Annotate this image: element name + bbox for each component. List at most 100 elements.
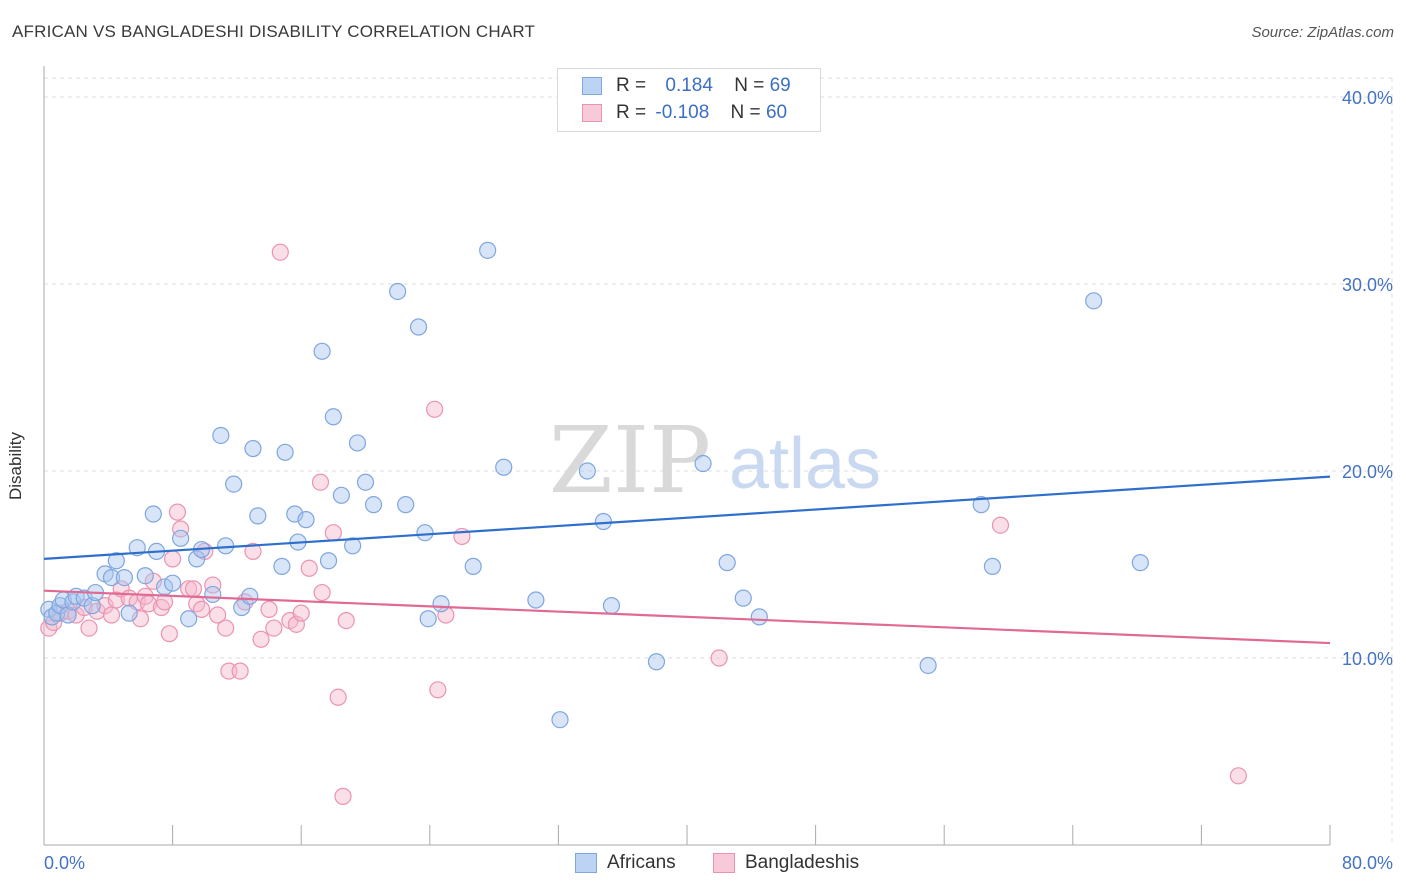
bangladeshi-point xyxy=(164,550,182,568)
african-point xyxy=(319,552,338,570)
african-point xyxy=(172,529,190,547)
african-point xyxy=(225,475,243,493)
bangladeshi-point xyxy=(311,473,330,491)
legend: R = 0.184 N = 69 R = -0.108 N = 60 xyxy=(557,68,821,132)
bottom-legend-swatch-bangladeshis xyxy=(713,853,735,873)
african-point xyxy=(495,458,513,476)
african-point xyxy=(983,557,1002,575)
african-point xyxy=(59,606,77,624)
bangladeshi-point xyxy=(271,243,289,261)
legend-swatch-africans xyxy=(582,77,602,95)
african-point xyxy=(276,443,294,461)
african-point xyxy=(273,557,291,575)
bangladeshi-point xyxy=(426,400,444,418)
african-point xyxy=(694,454,712,473)
bangladeshi-point xyxy=(80,619,98,637)
bangladeshi-point xyxy=(260,600,278,618)
bangladeshi-point xyxy=(40,619,58,637)
african-point xyxy=(244,439,262,458)
african-point xyxy=(479,241,497,259)
african-point xyxy=(241,587,259,605)
axis-ticks: 10.0% 20.0% 30.0% 40.0% 0.0% 80.0% xyxy=(44,88,1393,873)
bottom-legend-label-africans: Africans xyxy=(607,852,676,873)
grid-lines xyxy=(44,77,1393,845)
african-point xyxy=(120,604,138,622)
bangladeshi-point xyxy=(313,583,331,602)
african-point xyxy=(734,589,752,607)
bangladeshi-trend-line xyxy=(43,589,1331,645)
bangladeshi-point xyxy=(152,598,170,617)
bangladeshi-point xyxy=(102,606,121,624)
bangladeshi-point xyxy=(300,559,318,577)
legend-n-value-bangladeshis: 60 xyxy=(765,102,788,123)
chart-title: AFRICAN VS BANGLADESHI DISABILITY CORREL… xyxy=(12,22,536,41)
african-point xyxy=(136,567,154,585)
y-axis-label: Disability xyxy=(6,431,25,500)
african-point xyxy=(212,426,230,445)
y-tick-label: 20.0% xyxy=(1342,462,1393,482)
legend-swatch-bangladeshis xyxy=(582,104,602,122)
african-point xyxy=(102,568,121,587)
african-point xyxy=(115,568,133,587)
african-point xyxy=(594,512,613,531)
african-point xyxy=(332,486,350,504)
african-point xyxy=(464,557,482,575)
bangladeshi-point xyxy=(204,576,222,594)
african-point xyxy=(416,524,434,542)
x-tick-label: 80.0% xyxy=(1342,853,1393,873)
bangladeshi-point xyxy=(710,649,728,667)
african-point xyxy=(313,342,331,360)
bangladeshi-point xyxy=(329,688,347,706)
bangladeshi-point xyxy=(155,593,174,611)
bangladeshi-points xyxy=(40,243,1247,805)
bangladeshi-point xyxy=(324,524,342,542)
axes xyxy=(43,66,1331,846)
y-tick-label: 10.0% xyxy=(1342,649,1393,669)
bangladeshi-point xyxy=(160,625,178,643)
african-point xyxy=(64,593,82,611)
african-point xyxy=(180,610,198,628)
african-point xyxy=(356,473,375,491)
x-tick-label: 0.0% xyxy=(44,853,85,873)
bangladeshi-point xyxy=(991,516,1010,534)
african-point xyxy=(83,597,101,615)
african-point xyxy=(344,537,362,555)
bangladeshi-point xyxy=(1229,767,1247,785)
african-point xyxy=(164,574,182,592)
african-point xyxy=(1085,292,1103,310)
bangladeshi-point xyxy=(334,787,352,805)
african-point xyxy=(647,653,666,671)
trend-lines xyxy=(43,475,1331,645)
african-points xyxy=(40,241,1149,729)
african-point xyxy=(297,511,315,529)
bottom-legend-label-bangladeshis: Bangladeshis xyxy=(745,852,860,873)
african-trend-line xyxy=(43,475,1331,560)
legend-r-label: R = xyxy=(616,75,647,96)
bangladeshi-point xyxy=(184,580,203,598)
bangladeshi-point xyxy=(292,604,310,622)
legend-n-label: N = xyxy=(730,102,761,123)
legend-n-value-africans: 69 xyxy=(769,75,791,96)
african-point xyxy=(527,591,545,609)
african-point xyxy=(972,496,990,514)
bangladeshi-point xyxy=(252,630,270,648)
y-tick-label: 40.0% xyxy=(1342,88,1393,108)
african-point xyxy=(750,608,768,626)
african-point xyxy=(217,537,235,555)
african-point xyxy=(204,585,222,604)
african-point xyxy=(249,507,267,525)
watermark-zip: ZIP xyxy=(549,407,711,514)
bangladeshi-point xyxy=(337,611,355,630)
legend-n-label: N = xyxy=(734,75,765,96)
african-point xyxy=(718,554,736,572)
african-point xyxy=(419,610,437,628)
bangladeshi-point xyxy=(107,591,125,609)
bottom-legend-swatch-africans xyxy=(575,853,597,873)
legend-r-value-africans: 0.184 xyxy=(665,75,713,96)
bangladeshi-point xyxy=(217,619,235,637)
african-point xyxy=(144,505,162,523)
bangladeshi-point xyxy=(172,520,190,538)
y-tick-label: 30.0% xyxy=(1342,275,1393,295)
bangladeshi-point xyxy=(244,542,262,561)
watermark-atlas: atlas xyxy=(729,424,881,504)
